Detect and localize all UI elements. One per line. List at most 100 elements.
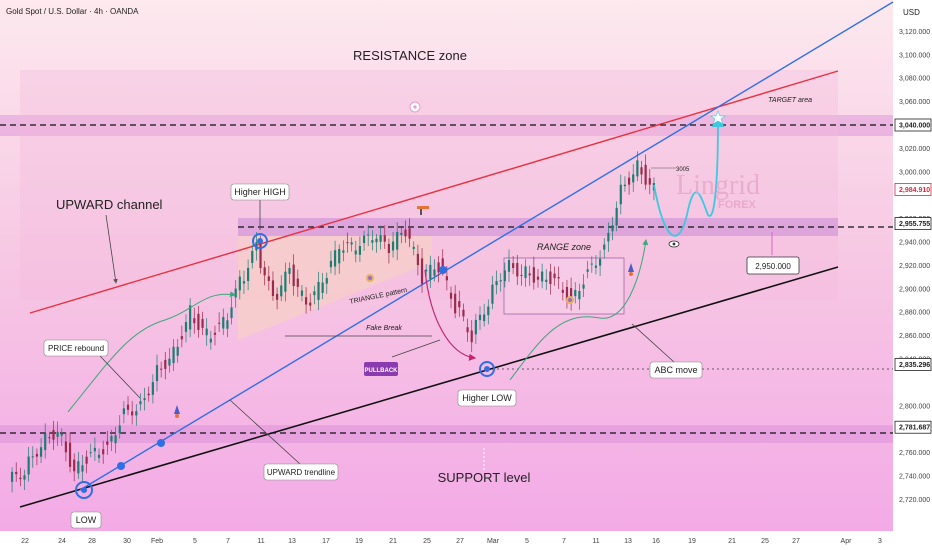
time-tick-label: 17 [322, 538, 330, 545]
time-tick-label: 25 [423, 538, 431, 545]
pullback-pointer [391, 339, 441, 358]
candle-body [512, 263, 515, 268]
level-callout-value: 2,950.000 [755, 262, 791, 271]
candle-body [420, 258, 424, 284]
higher-high-label: Higher HIGH [234, 187, 286, 197]
candle-body [644, 164, 647, 185]
higher-high-marker [252, 233, 268, 249]
price-axis-tags: 3,040.000 2,984.910 2,955.755 2,835.296 2,78… [894, 118, 932, 434]
time-tick-label: 3 [878, 538, 882, 545]
candle-body [441, 258, 444, 271]
candle-body [317, 281, 320, 300]
candle-body [85, 456, 88, 464]
candle-body [636, 160, 639, 177]
higher-low-label: Higher LOW [462, 393, 512, 403]
hammer-icon [417, 206, 429, 215]
price-tick-label: 2,920.000 [899, 263, 930, 270]
time-tick-label: 7 [562, 538, 566, 545]
candle-body [68, 442, 72, 467]
price-rebound-label: PRICE rebound [48, 344, 104, 353]
candle-body [114, 435, 117, 444]
support-level-label: SUPPORT level [438, 470, 531, 485]
symbol-title: Gold Spot / U.S. Dollar · 4h · OANDA [6, 7, 139, 16]
time-tick-label: 19 [355, 538, 363, 545]
target-resistance-zone [0, 115, 893, 136]
pullback-curve-arrow [424, 269, 477, 361]
candlesticks [10, 151, 656, 493]
snail-icon [366, 274, 374, 282]
candle-body [15, 471, 18, 475]
candle-body [110, 436, 113, 442]
candle-body [164, 359, 167, 369]
time-tick-label: 11 [257, 538, 264, 545]
time-tick-label: 5 [525, 538, 529, 545]
candle-body [10, 471, 14, 482]
candle-body [379, 235, 382, 242]
candle-body [35, 453, 39, 457]
higher-low-callout: Higher LOW [457, 389, 517, 407]
candle-body [470, 330, 473, 343]
candle-body [44, 433, 47, 451]
candle-body [627, 177, 631, 185]
candle-body [296, 278, 299, 287]
candle-body [619, 184, 622, 205]
candle-body [201, 318, 204, 328]
candle-body [222, 317, 225, 329]
candle-body [582, 284, 585, 289]
watermark-sub-text: FOREX [718, 199, 757, 211]
price-tick-label: 3,120.000 [899, 29, 930, 36]
candle-body [234, 288, 237, 298]
channel-pointer [105, 214, 118, 284]
upward-channel-label: UPWARD channel [56, 197, 163, 212]
price-tick-label: 2,760.000 [899, 450, 930, 457]
time-tick-label: 28 [88, 538, 96, 545]
candle-body [122, 408, 125, 415]
candle-body [594, 265, 598, 268]
candle-body [172, 346, 175, 364]
candle-body [375, 238, 378, 243]
candle-body [180, 336, 183, 340]
candle-body [396, 232, 399, 250]
candle-body [404, 229, 407, 237]
price-tag-value: 2,955.755 [899, 221, 930, 228]
candle-body [503, 270, 506, 282]
candle-body [578, 290, 581, 300]
time-tick-label: 13 [624, 538, 632, 545]
candle-body [242, 281, 246, 284]
candle-body [478, 314, 482, 321]
time-tick-label: Mar [487, 538, 500, 545]
price-tag-box [894, 420, 932, 434]
channel-support-line [19, 266, 839, 508]
time-tick-label: 19 [688, 538, 696, 545]
candle-body [48, 437, 51, 439]
candle-body [209, 338, 212, 343]
price-tick-label: 3,020.000 [899, 146, 930, 153]
candle-body [358, 246, 362, 255]
candle-body [31, 456, 34, 458]
pullback-label: PULLBACK [365, 368, 399, 374]
candle-body [603, 244, 606, 250]
candle-body [73, 459, 76, 472]
candle-body [106, 441, 109, 445]
candle-body [623, 184, 627, 187]
candle-body [429, 264, 432, 279]
candle-body [56, 431, 59, 437]
candle-body [586, 269, 589, 272]
candle-body [139, 401, 142, 405]
anchor-icon [409, 101, 421, 113]
candle-body [561, 289, 564, 293]
candle-body [197, 313, 200, 330]
price-tick-label: 2,720.000 [899, 497, 930, 504]
candle-body [102, 449, 105, 455]
candle-body [495, 281, 498, 286]
candle-body [313, 291, 316, 296]
higher-high-callout: Higher HIGH [230, 183, 290, 201]
candle-body [64, 441, 68, 453]
candle-body [391, 241, 395, 251]
candle-body [532, 267, 535, 283]
candle-body [557, 277, 560, 279]
candle-body [648, 178, 651, 185]
candle-body [507, 260, 511, 272]
price-tick-label: 2,900.000 [899, 286, 930, 293]
candle-body [483, 314, 486, 322]
